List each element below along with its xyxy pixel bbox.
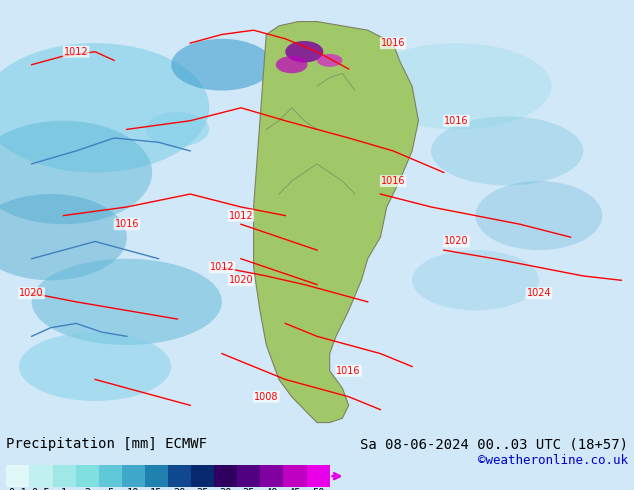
Text: 1020: 1020 bbox=[229, 275, 253, 285]
Text: ©weatheronline.co.uk: ©weatheronline.co.uk bbox=[477, 454, 628, 467]
Text: 1008: 1008 bbox=[254, 392, 278, 402]
Text: 1: 1 bbox=[61, 488, 67, 490]
Ellipse shape bbox=[431, 117, 583, 185]
Text: 1012: 1012 bbox=[210, 262, 234, 272]
Text: 45: 45 bbox=[288, 488, 301, 490]
Text: 1016: 1016 bbox=[381, 176, 405, 186]
Text: 1016: 1016 bbox=[115, 219, 139, 229]
Text: 5: 5 bbox=[107, 488, 113, 490]
Text: 1016: 1016 bbox=[444, 116, 469, 126]
Text: 1012: 1012 bbox=[229, 211, 253, 220]
Ellipse shape bbox=[285, 41, 323, 63]
FancyBboxPatch shape bbox=[191, 466, 214, 487]
Ellipse shape bbox=[361, 43, 552, 129]
Text: 1020: 1020 bbox=[20, 288, 44, 298]
FancyBboxPatch shape bbox=[145, 466, 168, 487]
Text: 20: 20 bbox=[173, 488, 186, 490]
Text: Sa 08-06-2024 00..03 UTC (18+57): Sa 08-06-2024 00..03 UTC (18+57) bbox=[359, 437, 628, 451]
FancyBboxPatch shape bbox=[307, 466, 330, 487]
FancyBboxPatch shape bbox=[168, 466, 191, 487]
FancyBboxPatch shape bbox=[53, 466, 75, 487]
Text: 50: 50 bbox=[312, 488, 325, 490]
FancyBboxPatch shape bbox=[99, 466, 122, 487]
Text: 1012: 1012 bbox=[64, 47, 88, 57]
Text: 1016: 1016 bbox=[381, 38, 405, 48]
Ellipse shape bbox=[171, 39, 273, 91]
Text: 25: 25 bbox=[197, 488, 209, 490]
FancyBboxPatch shape bbox=[237, 466, 261, 487]
FancyBboxPatch shape bbox=[214, 466, 237, 487]
Text: Precipitation [mm] ECMWF: Precipitation [mm] ECMWF bbox=[6, 437, 207, 451]
Text: 40: 40 bbox=[266, 488, 278, 490]
FancyBboxPatch shape bbox=[75, 466, 99, 487]
Ellipse shape bbox=[0, 43, 209, 172]
FancyBboxPatch shape bbox=[6, 466, 29, 487]
Text: 1024: 1024 bbox=[527, 288, 551, 298]
Text: 2: 2 bbox=[84, 488, 90, 490]
FancyBboxPatch shape bbox=[29, 466, 53, 487]
Ellipse shape bbox=[412, 250, 539, 311]
Text: 15: 15 bbox=[150, 488, 163, 490]
Ellipse shape bbox=[317, 54, 342, 67]
Ellipse shape bbox=[276, 56, 307, 74]
Ellipse shape bbox=[0, 194, 127, 280]
Polygon shape bbox=[254, 22, 418, 422]
Ellipse shape bbox=[476, 181, 602, 250]
FancyBboxPatch shape bbox=[283, 466, 307, 487]
Ellipse shape bbox=[19, 332, 171, 401]
Ellipse shape bbox=[0, 121, 152, 224]
Ellipse shape bbox=[279, 34, 355, 69]
Text: 1016: 1016 bbox=[337, 366, 361, 376]
Text: 30: 30 bbox=[219, 488, 232, 490]
Text: 35: 35 bbox=[243, 488, 255, 490]
Ellipse shape bbox=[146, 112, 209, 147]
Text: 0.5: 0.5 bbox=[32, 488, 50, 490]
Ellipse shape bbox=[32, 259, 222, 345]
FancyBboxPatch shape bbox=[122, 466, 145, 487]
Text: 0.1: 0.1 bbox=[8, 488, 27, 490]
Text: 1020: 1020 bbox=[444, 237, 469, 246]
FancyBboxPatch shape bbox=[261, 466, 283, 487]
Text: 10: 10 bbox=[127, 488, 139, 490]
